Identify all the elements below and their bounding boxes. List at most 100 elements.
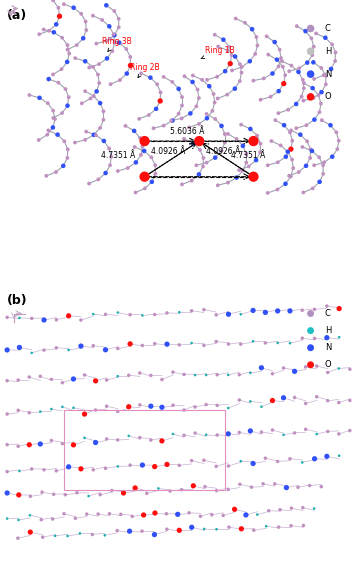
Point: [303, 121, 309, 130]
Point: [247, 397, 253, 406]
Point: [193, 161, 199, 170]
Point: [308, 92, 313, 101]
Point: [90, 310, 96, 319]
Point: [215, 42, 221, 51]
Point: [214, 486, 220, 495]
Point: [308, 24, 313, 33]
Point: [101, 107, 106, 116]
Point: [220, 511, 226, 520]
Point: [308, 47, 313, 56]
Point: [272, 479, 278, 488]
Point: [300, 75, 306, 84]
Point: [232, 84, 238, 93]
Point: [301, 521, 306, 530]
Point: [325, 427, 331, 436]
Point: [107, 161, 113, 170]
Point: [246, 162, 252, 171]
Point: [26, 408, 32, 417]
Point: [275, 185, 280, 194]
Point: [283, 152, 289, 161]
Point: [255, 41, 260, 50]
Point: [324, 302, 330, 311]
Point: [144, 489, 150, 498]
Point: [189, 456, 195, 465]
Point: [117, 75, 123, 84]
Point: [49, 405, 54, 414]
Point: [287, 339, 293, 348]
Text: 4.7351 Å: 4.7351 Å: [101, 151, 135, 160]
Point: [97, 490, 103, 499]
Point: [192, 370, 198, 380]
Point: [37, 439, 43, 449]
Point: [229, 66, 235, 75]
Point: [137, 133, 143, 142]
Point: [196, 93, 202, 103]
Point: [224, 90, 230, 99]
Point: [262, 454, 268, 463]
Point: [176, 526, 182, 535]
Point: [288, 172, 294, 181]
Point: [277, 45, 282, 54]
Point: [71, 374, 76, 384]
Point: [121, 488, 126, 498]
Point: [314, 361, 320, 370]
Point: [181, 405, 187, 414]
Point: [159, 375, 165, 384]
Text: H: H: [325, 326, 331, 335]
Point: [258, 402, 264, 412]
Point: [286, 67, 292, 76]
Point: [250, 306, 256, 315]
Point: [108, 80, 114, 89]
Point: [66, 462, 71, 471]
Point: [127, 339, 133, 348]
Point: [82, 135, 88, 144]
Point: [95, 510, 101, 519]
Point: [189, 176, 195, 185]
Point: [323, 71, 328, 80]
Point: [324, 333, 330, 342]
Point: [266, 506, 272, 515]
Point: [182, 72, 187, 81]
Point: [112, 31, 117, 40]
Point: [303, 399, 308, 408]
Point: [106, 144, 112, 153]
Point: [197, 145, 203, 154]
Point: [275, 307, 281, 316]
Point: [65, 153, 70, 162]
Point: [152, 508, 158, 518]
Point: [104, 54, 110, 63]
Point: [41, 25, 46, 34]
Point: [287, 306, 293, 315]
Point: [60, 161, 66, 170]
Point: [66, 49, 72, 58]
Point: [50, 0, 56, 5]
Point: [213, 310, 219, 319]
Point: [112, 38, 117, 47]
Point: [313, 29, 319, 38]
Point: [238, 457, 243, 466]
Point: [311, 161, 317, 170]
Point: [50, 70, 56, 79]
Point: [142, 136, 147, 145]
Point: [140, 461, 145, 470]
Point: [270, 425, 275, 434]
Text: Ring 3B: Ring 3B: [102, 37, 131, 51]
Point: [222, 138, 228, 147]
Point: [301, 188, 306, 197]
Point: [61, 509, 67, 518]
Point: [54, 466, 59, 475]
Point: [153, 104, 159, 113]
Point: [247, 368, 253, 377]
Point: [72, 514, 78, 523]
Point: [258, 363, 264, 372]
Point: [91, 131, 97, 140]
Point: [61, 137, 67, 146]
Point: [281, 393, 286, 402]
Point: [196, 170, 202, 179]
Point: [90, 530, 95, 539]
Point: [225, 178, 231, 187]
Point: [308, 70, 313, 79]
Point: [329, 40, 335, 49]
Point: [104, 36, 109, 46]
Point: [214, 401, 220, 410]
